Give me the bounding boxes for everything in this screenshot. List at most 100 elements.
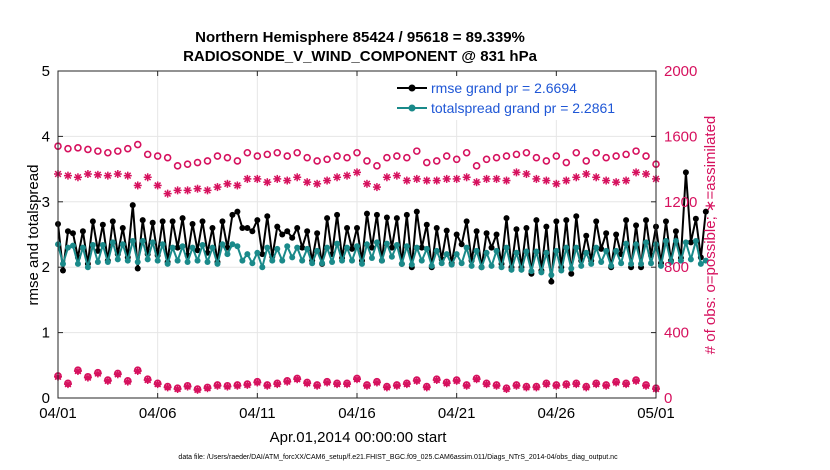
totalspread-point [164,260,171,267]
y-tick-label-right: 400 [664,325,689,342]
obs-assimilated-marker [522,383,531,392]
axis-ticks: 04/01 04/06 04/11 04/16 04/21 04/26 05/0101234… [39,63,697,422]
obs-assimilated-stroke [84,374,92,381]
y-tick-label-left: 3 [42,194,50,211]
obs-possible-marker [163,153,172,162]
obs-assimilated-stroke [413,377,421,385]
totalspread-point [74,260,81,267]
obs-possible-marker [84,145,92,154]
obs-assimilated-marker [572,173,581,182]
totalspread-point [279,257,286,264]
y-tick-label-left: 0 [42,390,50,407]
obs-assimilated-stroke [263,178,271,186]
obs-assimilated-stroke [124,172,132,180]
rmse-point [692,215,699,222]
obs-assimilated-stroke [632,377,640,385]
obs-assimilated-stroke [413,175,421,183]
obs-assimilated-marker [612,378,621,387]
y-tick-label-left: 5 [42,63,50,80]
obs-possible-marker [243,148,252,157]
obs-assimilated-stroke [273,380,281,388]
rmse-point [388,244,395,251]
obs-assimilated-stroke [74,173,82,181]
obs-assimilated-stroke [483,380,490,388]
obs-assimilated-marker [642,170,651,179]
totalspread-point [59,260,66,267]
obs-assimilated-marker [283,377,292,386]
rmse-point [259,251,266,258]
totalspread-point [648,260,655,267]
obs-assimilated-stroke [144,376,152,384]
rmse-point [209,224,216,231]
totalspread-point [623,240,630,247]
totalspread-point [528,268,535,275]
rmse-point [702,208,709,215]
totalspread-point [349,257,356,264]
totalspread-point [558,267,565,274]
obs-assimilated-stroke [174,385,182,393]
obs-assimilated-stroke [523,170,530,178]
x-tick-label: 04/01 [39,405,77,422]
totalspread-point [89,241,96,248]
obs-possible-marker [582,157,591,165]
totalspread-point [214,260,221,267]
obs-assimilated-stroke [493,175,500,183]
obs-possible-marker [532,153,541,162]
rmse-point [488,244,495,251]
obs-assimilated-stroke [114,370,122,378]
rmse-point [174,244,181,251]
obs-possible-marker [632,147,640,155]
totalspread-point [139,238,146,245]
obs-assimilated-stroke [363,382,371,390]
totalspread-point [264,244,271,251]
rmse-point [453,231,460,238]
obs-assimilated-stroke [542,177,550,184]
obs-assimilated-marker [522,170,531,179]
rmse-point [149,219,156,226]
obs-possible-marker [233,157,242,165]
obs-possible-marker [502,152,511,160]
obs-assimilated-marker [432,376,441,385]
totalspread-point [613,247,620,254]
rmse-point [483,230,490,237]
obs-assimilated-marker [642,381,651,390]
obs-assimilated-marker [452,174,461,183]
obs-assimilated-marker [203,186,212,195]
obs-possible-marker [452,155,461,164]
totalspread-point [244,251,251,258]
obs-assimilated-stroke [343,380,351,388]
totalspread-point [169,244,176,251]
obs-assimilated-stroke [622,177,630,184]
obs-assimilated-stroke [473,178,481,186]
obs-assimilated-stroke [164,190,172,198]
totalspread-point [453,251,460,258]
obs-assimilated-stroke [64,380,72,388]
obs-assimilated-marker [632,168,641,177]
totalspread-point [254,249,261,256]
obs-assimilated-marker [422,383,431,392]
y-axis-label-left: rmse and totalspread [25,165,42,306]
totalspread-point [184,258,191,265]
obs-assimilated-stroke [562,381,570,389]
obs-assimilated-marker [442,379,451,388]
obs-assimilated-stroke [224,383,231,390]
obs-possible-marker [333,152,341,160]
obs-assimilated-marker [63,380,72,389]
obs-assimilated-marker [392,171,401,180]
totalspread-point [603,247,610,254]
obs-assimilated-marker [163,383,172,392]
obs-assimilated-marker [532,383,541,392]
totalspread-point [129,238,136,245]
obs-assimilated-marker [472,375,481,384]
totalspread-point [329,258,336,265]
totalspread-point [309,260,316,267]
obs-possible-marker [213,152,222,160]
obs-assimilated-marker [582,170,591,179]
obs-assimilated-marker [582,383,591,392]
rmse-point [643,217,650,224]
obs-possible-marker [412,147,421,155]
totalspread-point [154,257,161,264]
obs-assimilated-stroke [134,182,142,189]
rmse-point [59,267,66,274]
